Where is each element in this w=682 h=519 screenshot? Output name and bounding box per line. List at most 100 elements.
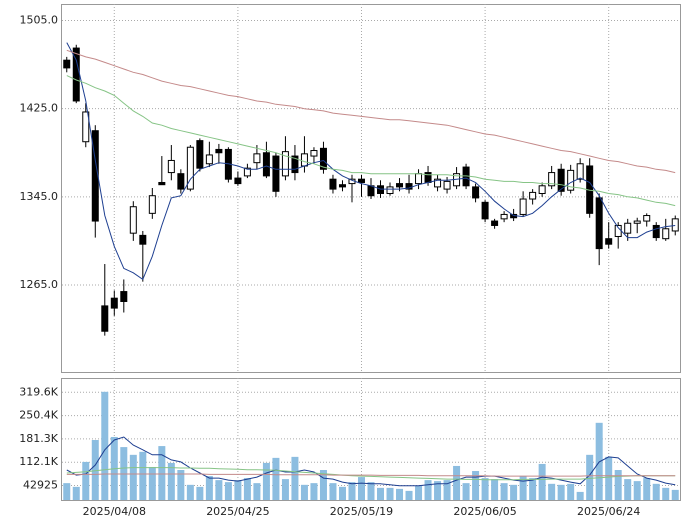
volume-bar — [481, 478, 489, 500]
volume-bar — [576, 491, 584, 500]
average-line — [66, 42, 676, 281]
volume-bar — [453, 465, 461, 500]
volume-bar — [281, 479, 289, 500]
candle-body — [262, 152, 270, 177]
x-tick-label: 2025/04/08 — [83, 505, 146, 518]
average-line — [66, 436, 676, 487]
volume-bar — [567, 483, 575, 500]
candle-body — [481, 201, 489, 220]
candle-body — [491, 220, 499, 226]
candle-body — [205, 154, 213, 165]
volume-bar — [643, 478, 651, 500]
volume-bar — [367, 482, 375, 500]
volume-bar — [633, 481, 641, 500]
candle-body — [472, 186, 480, 199]
volume-bar — [405, 490, 413, 500]
y-tick-label: 1505.0 — [20, 14, 59, 27]
candle-body — [576, 163, 584, 180]
volume-bar — [262, 462, 270, 500]
candle-body — [291, 155, 299, 174]
average-line — [66, 49, 676, 174]
volume-bar — [129, 454, 137, 500]
candle-body — [148, 195, 156, 214]
volume-bar — [196, 486, 204, 500]
candle-body — [548, 172, 556, 187]
candle-body — [177, 173, 185, 190]
volume-bar — [491, 479, 499, 500]
y-tick-label: 112.1K — [19, 455, 58, 468]
candle-body — [129, 206, 137, 234]
volume-bar — [500, 483, 508, 500]
average-line — [66, 467, 676, 481]
candle-body — [377, 185, 385, 195]
candle-body — [357, 178, 365, 183]
candle-body — [196, 140, 204, 169]
volume-bar — [624, 479, 632, 500]
volume-bar — [386, 487, 394, 500]
volume-bar — [82, 461, 90, 500]
candle-body — [415, 173, 423, 185]
volume-bar — [291, 456, 299, 500]
volume-bar — [662, 487, 670, 500]
candle-body — [434, 178, 442, 188]
volume-bar — [605, 456, 613, 500]
volume-bar — [357, 477, 365, 500]
candle-body — [158, 181, 166, 186]
candle-body — [139, 234, 147, 245]
y-tick-label: 319.6K — [19, 385, 58, 398]
volume-bar — [548, 483, 556, 500]
y-tick-label: 1425.0 — [20, 102, 59, 115]
candle-body — [338, 184, 346, 188]
candle-body — [605, 238, 613, 245]
volume-bar — [338, 486, 346, 500]
volume-bar — [586, 454, 594, 500]
x-tick-label: 2025/04/25 — [206, 505, 269, 518]
volume-bar — [234, 480, 242, 500]
candle-body — [624, 222, 632, 234]
volume-bar — [167, 462, 175, 500]
average-line — [66, 473, 676, 477]
candle-body — [633, 220, 641, 224]
candle-body — [243, 167, 251, 177]
y-tick-label: 1265.0 — [20, 278, 59, 291]
volume-bar — [139, 451, 147, 500]
volume-bar — [72, 486, 80, 500]
candle-body — [443, 180, 451, 190]
candle-body — [367, 185, 375, 197]
x-tick-label: 2025/06/05 — [453, 505, 516, 518]
volume-bar — [396, 488, 404, 500]
candle-body — [595, 197, 603, 250]
candle-body — [281, 151, 289, 177]
volume-bar — [529, 478, 537, 500]
volume-bar — [310, 483, 318, 500]
candle-body — [529, 191, 537, 200]
candle-body — [63, 59, 71, 69]
volume-bar — [519, 476, 527, 500]
candle-body — [500, 213, 508, 220]
candle-body — [253, 153, 261, 164]
volume-bar — [63, 483, 71, 500]
volume-bar — [300, 484, 308, 500]
volume-bar — [415, 485, 423, 500]
x-tick-label: 2025/06/24 — [577, 505, 640, 518]
candle-body — [643, 215, 651, 222]
volume-bar — [614, 470, 622, 500]
candle-body — [671, 218, 679, 232]
candle-body — [519, 198, 527, 215]
candle-body — [234, 177, 242, 185]
average-line — [66, 75, 676, 207]
candle-body — [110, 297, 118, 309]
volume-bar — [348, 482, 356, 500]
volume-bar — [557, 484, 565, 500]
candle-body — [386, 186, 394, 195]
y-tick-label: 250.4K — [19, 409, 58, 422]
candle-body — [662, 228, 670, 240]
volume-bar — [158, 446, 166, 500]
candle-body — [557, 168, 565, 192]
volume-bar — [377, 487, 385, 500]
volume-bar — [101, 391, 109, 500]
y-tick-label: 1345.0 — [20, 190, 59, 203]
volume-bar — [671, 489, 679, 500]
volume-bar — [472, 471, 480, 500]
volume-bar — [177, 470, 185, 500]
